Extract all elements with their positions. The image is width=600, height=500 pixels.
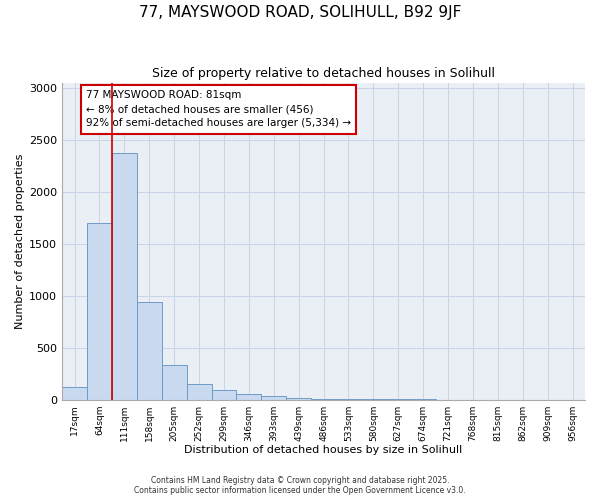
Bar [62,387,87,400]
Bar [187,384,212,400]
Bar [112,152,137,400]
Bar [162,366,187,400]
X-axis label: Distribution of detached houses by size in Solihull: Distribution of detached houses by size … [184,445,463,455]
Bar [286,398,311,400]
Bar [262,396,286,400]
Bar [87,223,112,400]
Text: Contains HM Land Registry data © Crown copyright and database right 2025.
Contai: Contains HM Land Registry data © Crown c… [134,476,466,495]
Bar [236,394,262,400]
Title: Size of property relative to detached houses in Solihull: Size of property relative to detached ho… [152,68,495,80]
Bar [311,399,336,400]
Text: 77, MAYSWOOD ROAD, SOLIHULL, B92 9JF: 77, MAYSWOOD ROAD, SOLIHULL, B92 9JF [139,5,461,20]
Bar [212,390,236,400]
Y-axis label: Number of detached properties: Number of detached properties [15,154,25,329]
Text: 77 MAYSWOOD ROAD: 81sqm
← 8% of detached houses are smaller (456)
92% of semi-de: 77 MAYSWOOD ROAD: 81sqm ← 8% of detached… [86,90,351,128]
Bar [137,302,162,400]
